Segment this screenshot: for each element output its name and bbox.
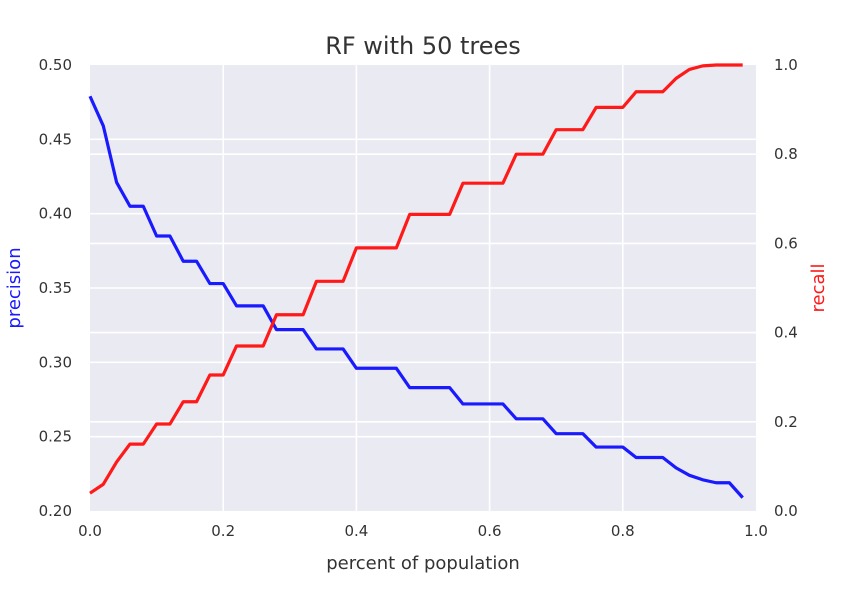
y-left-tick-label: 0.25 (39, 428, 72, 446)
y-right-tick-labels: 0.0 0.2 0.4 0.6 0.8 1.0 (774, 56, 798, 520)
chart-title: RF with 50 trees (325, 32, 521, 60)
recall-series-line (89, 63, 743, 495)
x-axis-label: percent of population (326, 553, 520, 574)
y-right-tick-label: 1.0 (774, 56, 798, 74)
x-tick-label: 0.6 (478, 522, 502, 540)
x-tick-label: 0.8 (611, 522, 635, 540)
y-left-tick-label: 0.45 (39, 130, 72, 148)
x-tick-label: 0.2 (211, 522, 235, 540)
x-tick-label: 0.4 (344, 522, 368, 540)
x-tick-label: 1.0 (744, 522, 768, 540)
grid-lines (90, 65, 756, 511)
y-right-tick-label: 0.6 (774, 234, 798, 252)
y-right-axis-label: recall (808, 263, 829, 312)
y-right-tick-label: 0.8 (774, 145, 798, 163)
y-left-axis-label: precision (4, 247, 25, 328)
y-left-tick-label: 0.50 (39, 56, 72, 74)
x-tick-labels: 0.0 0.2 0.4 0.6 0.8 1.0 (78, 522, 768, 540)
precision-series-line (88, 95, 744, 499)
y-right-tick-label: 0.0 (774, 502, 798, 520)
y-left-tick-labels: 0.20 0.25 0.30 0.35 0.40 0.45 0.50 (39, 56, 72, 520)
y-left-tick-label: 0.30 (39, 353, 72, 371)
x-tick-label: 0.0 (78, 522, 102, 540)
y-left-tick-label: 0.35 (39, 279, 72, 297)
series-lines (88, 63, 744, 499)
y-left-tick-label: 0.20 (39, 502, 72, 520)
y-left-tick-label: 0.40 (39, 205, 72, 223)
y-right-tick-label: 0.4 (774, 324, 798, 342)
y-right-tick-label: 0.2 (774, 413, 798, 431)
